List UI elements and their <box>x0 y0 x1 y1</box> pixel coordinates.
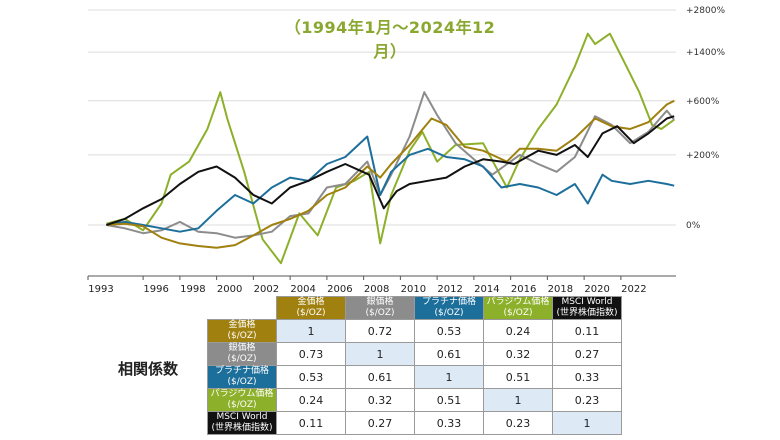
row-header-line2: (世界株価指数) <box>211 423 273 433</box>
x-tick-label: 1993 <box>88 284 113 295</box>
x-tick-label: 1996 <box>143 284 168 295</box>
row-header-line1: 銀価格 <box>228 343 256 353</box>
correlation-cell: 0.53 <box>276 365 346 389</box>
series-lines <box>106 32 675 265</box>
table-row: プラチナ価格 ($/OZ) 0.53 0.61 1 0.51 0.33 <box>207 365 622 389</box>
column-header: 金価格 ($/OZ) <box>276 296 346 320</box>
y-tick-label: 0% <box>686 221 701 231</box>
correlation-cell: 0.27 <box>345 411 415 435</box>
correlation-cell: 0.11 <box>552 319 622 343</box>
x-tick-label: 2010 <box>401 284 426 295</box>
column-header-line1: プラチナ価格 <box>421 297 476 307</box>
correlation-table: 金価格 ($/OZ) 銀価格 ($/OZ) プラチナ価格 ($/OZ) パラジウム価格 ($/… <box>207 296 622 435</box>
row-header: 銀価格 ($/OZ) <box>207 342 277 366</box>
correlation-cell: 0.24 <box>483 319 553 343</box>
correlation-cell: 0.23 <box>552 388 622 412</box>
series-line-msci <box>106 115 675 226</box>
column-header-line2: ($/OZ) <box>434 308 464 318</box>
row-header-line1: 金価格 <box>228 320 256 330</box>
x-tick-label: 2004 <box>290 284 315 295</box>
column-header-line2: ($/OZ) <box>503 308 533 318</box>
row-header-line2: ($/OZ) <box>227 331 257 341</box>
correlation-cell: 0.61 <box>414 342 484 366</box>
column-header-line1: MSCI World <box>561 297 613 307</box>
correlation-cell: 0.73 <box>276 342 346 366</box>
row-header-line2: ($/OZ) <box>227 377 257 387</box>
column-header-line2: (世界株価指数) <box>556 308 618 318</box>
table-row: パラジウム価格 ($/OZ) 0.24 0.32 0.51 1 0.23 <box>207 388 622 412</box>
correlation-cell: 1 <box>414 365 484 389</box>
column-header: プラチナ価格 ($/OZ) <box>414 296 484 320</box>
correlation-cell: 0.51 <box>414 388 484 412</box>
column-header-line1: 金価格 <box>297 297 325 307</box>
column-header-line1: パラジウム価格 <box>486 297 550 307</box>
column-header: MSCI World (世界株価指数) <box>552 296 622 320</box>
correlation-cell: 0.32 <box>483 342 553 366</box>
correlation-cell: 0.11 <box>276 411 346 435</box>
y-tick-label: +2800% <box>686 6 725 16</box>
x-tick-label: 2016 <box>511 284 536 295</box>
column-header-line1: 銀価格 <box>366 297 394 307</box>
correlation-cell: 1 <box>276 319 346 343</box>
correlation-cell: 1 <box>483 388 553 412</box>
column-header: 銀価格 ($/OZ) <box>345 296 415 320</box>
performance-chart: 0% +200% +600% +1400% +2800% 1993 1996 1998 200… <box>87 6 725 295</box>
x-tick-label: 2018 <box>548 284 573 295</box>
column-header-line2: ($/OZ) <box>296 308 326 318</box>
grid-lines <box>87 9 676 280</box>
chart-svg: 0% +200% +600% +1400% +2800% 1993 1996 1998 200… <box>87 6 725 295</box>
correlation-cell: 0.61 <box>345 365 415 389</box>
series-line-gold <box>106 99 675 249</box>
table-row: MSCI World (世界株価指数) 0.11 0.27 0.33 0.23 1 <box>207 411 622 435</box>
correlation-cell: 1 <box>552 411 622 435</box>
y-tick-label: +600% <box>686 97 720 107</box>
correlation-cell: 0.27 <box>552 342 622 366</box>
row-header: 金価格 ($/OZ) <box>207 319 277 343</box>
y-tick-label: +200% <box>686 151 720 161</box>
correlation-cell: 0.53 <box>414 319 484 343</box>
correlation-cell: 0.24 <box>276 388 346 412</box>
series-line-silver <box>106 91 675 239</box>
correlation-cell: 0.33 <box>414 411 484 435</box>
y-tick-label: +1400% <box>686 48 725 58</box>
x-tick-label: 2000 <box>217 284 242 295</box>
y-tick-labels: 0% +200% +600% +1400% +2800% <box>686 6 725 231</box>
x-tick-label: 2006 <box>327 284 352 295</box>
table-row: 金価格 ($/OZ) 1 0.72 0.53 0.24 0.11 <box>207 319 622 343</box>
row-header-line1: プラチナ価格 <box>214 366 269 376</box>
row-header: パラジウム価格 ($/OZ) <box>207 388 277 412</box>
table-corner <box>207 296 277 320</box>
row-header-line2: ($/OZ) <box>227 354 257 364</box>
row-header-line2: ($/OZ) <box>227 400 257 410</box>
row-header: MSCI World (世界株価指数) <box>207 411 277 435</box>
correlation-cell: 0.72 <box>345 319 415 343</box>
x-tick-label: 2002 <box>254 284 279 295</box>
x-tick-label: 1998 <box>180 284 205 295</box>
x-tick-labels: 1993 1996 1998 2000 2002 2004 2006 2008 2010 2012… <box>88 284 646 295</box>
x-tick-label: 2008 <box>364 284 389 295</box>
x-tick-label: 2012 <box>437 284 462 295</box>
column-header-line2: ($/OZ) <box>365 308 395 318</box>
series-line-palladium <box>106 32 675 265</box>
correlation-cell: 0.33 <box>552 365 622 389</box>
correlation-cell: 0.23 <box>483 411 553 435</box>
row-header-line1: MSCI World <box>216 412 268 422</box>
correlation-header-row: 金価格 ($/OZ) 銀価格 ($/OZ) プラチナ価格 ($/OZ) パラジウム価格 ($/… <box>207 296 622 320</box>
table-row: 銀価格 ($/OZ) 0.73 1 0.61 0.32 0.27 <box>207 342 622 366</box>
correlation-cell: 0.51 <box>483 365 553 389</box>
period-title: （1994年1月～2024年12月） <box>284 18 496 61</box>
row-header: プラチナ価格 ($/OZ) <box>207 365 277 389</box>
correlation-label: 相関係数 <box>118 360 179 378</box>
x-tick-label: 2022 <box>621 284 646 295</box>
correlation-cell: 0.32 <box>345 388 415 412</box>
series-line-platinum <box>106 135 675 233</box>
correlation-cell: 1 <box>345 342 415 366</box>
row-header-line1: パラジウム価格 <box>210 389 274 399</box>
x-tick-label: 2020 <box>584 284 609 295</box>
x-tick-label: 2014 <box>474 284 499 295</box>
column-header: パラジウム価格 ($/OZ) <box>483 296 553 320</box>
